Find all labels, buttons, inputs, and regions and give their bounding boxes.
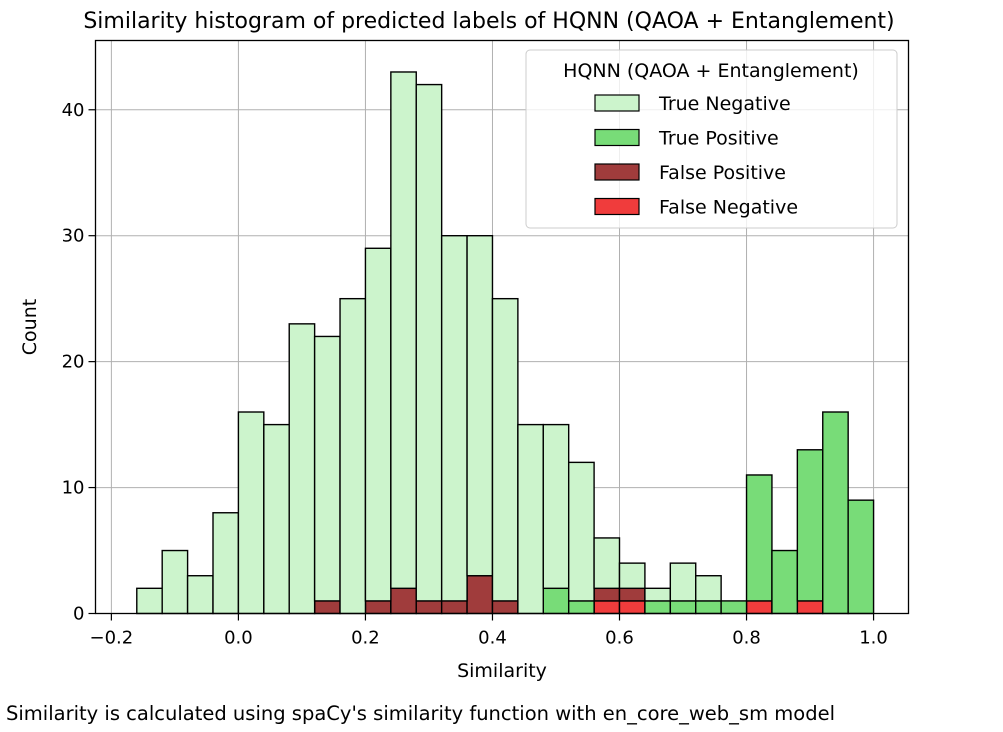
- bar-false-positive-bin-18: [593, 587, 621, 602]
- bar-true-negative-bin-5: [263, 423, 290, 615]
- bar-true-negative-bin-1: [161, 549, 189, 615]
- bar-true-positive-bin-23: [720, 600, 748, 615]
- bar-true-negative-bin-14: [491, 297, 519, 602]
- legend-label-false-positive: False Positive: [659, 162, 786, 184]
- bar-false-positive-bin-7: [313, 600, 341, 615]
- bar-false-positive-bin-13: [466, 575, 494, 615]
- histogram-bars: [136, 71, 875, 615]
- legend-swatch-false-positive: [594, 163, 640, 181]
- bar-false-positive-bin-14: [491, 600, 519, 615]
- y-axis-ticks: 0 10 20 30 40: [62, 100, 96, 625]
- bar-false-positive-bin-12: [440, 600, 468, 615]
- bar-false-positive-bin-11: [415, 600, 443, 615]
- bar-true-positive-bin-21: [669, 600, 697, 615]
- x-tick-label-2: 0.2: [351, 628, 380, 649]
- x-axis-label: Similarity: [457, 660, 547, 682]
- bar-false-positive-bin-19: [618, 587, 646, 602]
- bar-true-negative-bin-18: [593, 537, 621, 590]
- x-axis-ticks: −0.2 0.0 0.2 0.4 0.6 0.8 1.0: [90, 613, 888, 649]
- x-tick-label-3: 0.4: [478, 628, 507, 649]
- bar-false-negative-bin-24: [745, 600, 773, 615]
- y-tick-label-0: 0: [73, 604, 84, 625]
- bar-true-negative-bin-22: [695, 575, 722, 602]
- y-tick-label-3: 30: [62, 226, 85, 247]
- bar-false-negative-bin-19: [618, 600, 646, 615]
- bar-true-negative-bin-16: [542, 423, 570, 590]
- x-tick-label-5: 0.8: [732, 628, 761, 649]
- bar-true-negative-bin-21: [669, 562, 697, 602]
- bar-true-negative-bin-13: [466, 234, 494, 577]
- bar-false-positive-bin-9: [364, 600, 392, 615]
- x-tick-label-0: −0.2: [90, 628, 134, 649]
- bar-true-positive-bin-16: [542, 587, 570, 615]
- bar-true-negative-bin-19: [618, 562, 646, 590]
- bar-true-negative-bin-9: [364, 247, 392, 602]
- y-tick-label-1: 10: [62, 478, 85, 499]
- bar-true-negative-bin-7: [313, 335, 341, 602]
- y-tick-label-4: 40: [62, 100, 85, 121]
- bar-true-negative-bin-12: [440, 234, 468, 602]
- bar-true-negative-bin-2: [186, 575, 214, 615]
- similarity-histogram-chart: Similarity histogram of predicted labels…: [19, 9, 910, 682]
- legend-entries: True Negative True Positive False Positive…: [594, 93, 798, 219]
- bar-true-negative-bin-0: [136, 587, 163, 615]
- bar-false-negative-bin-26: [796, 600, 824, 615]
- x-tick-label-4: 0.6: [605, 628, 634, 649]
- bar-true-negative-bin-10: [390, 71, 417, 590]
- y-tick-label-2: 20: [62, 352, 85, 373]
- bar-true-negative-bin-6: [288, 323, 316, 615]
- legend-label-false-negative: False Negative: [659, 197, 798, 219]
- chart-title: Similarity histogram of predicted labels…: [83, 9, 894, 34]
- bar-true-negative-bin-4: [237, 411, 265, 615]
- bar-true-positive-bin-20: [644, 600, 672, 615]
- bar-false-negative-bin-18: [593, 600, 621, 615]
- bar-false-positive-bin-10: [390, 587, 417, 615]
- y-axis-label: Count: [19, 299, 41, 355]
- plot-frame: [94, 39, 910, 615]
- legend-swatch-true-negative: [594, 94, 640, 112]
- bar-true-positive-bin-27: [822, 411, 849, 615]
- legend-swatch-true-positive: [594, 128, 640, 147]
- bar-true-positive-bin-25: [771, 549, 799, 615]
- bar-true-negative-bin-17: [567, 461, 595, 602]
- bar-true-negative-bin-20: [644, 587, 672, 602]
- legend-swatch-false-negative: [594, 197, 640, 216]
- bar-true-negative-bin-15: [517, 423, 544, 615]
- legend-label-true-negative: True Negative: [658, 93, 791, 115]
- x-tick-label-1: 0.0: [224, 628, 253, 649]
- bar-true-positive-bin-17: [567, 600, 595, 615]
- legend: HQNN (QAOA + Entanglement) True Negative…: [525, 49, 898, 229]
- bar-true-positive-bin-24: [745, 474, 773, 602]
- x-tick-label-6: 1.0: [859, 628, 888, 649]
- bar-true-negative-bin-3: [212, 512, 240, 615]
- legend-label-true-positive: True Positive: [658, 128, 779, 150]
- bar-true-negative-bin-8: [339, 297, 367, 615]
- bar-true-positive-bin-22: [695, 600, 722, 615]
- bar-true-negative-bin-11: [415, 83, 443, 602]
- legend-title: HQNN (QAOA + Entanglement): [563, 60, 859, 82]
- bar-true-positive-bin-28: [847, 499, 875, 615]
- chart-caption: Similarity is calculated using spaCy's s…: [6, 702, 835, 725]
- bar-true-positive-bin-26: [796, 449, 824, 602]
